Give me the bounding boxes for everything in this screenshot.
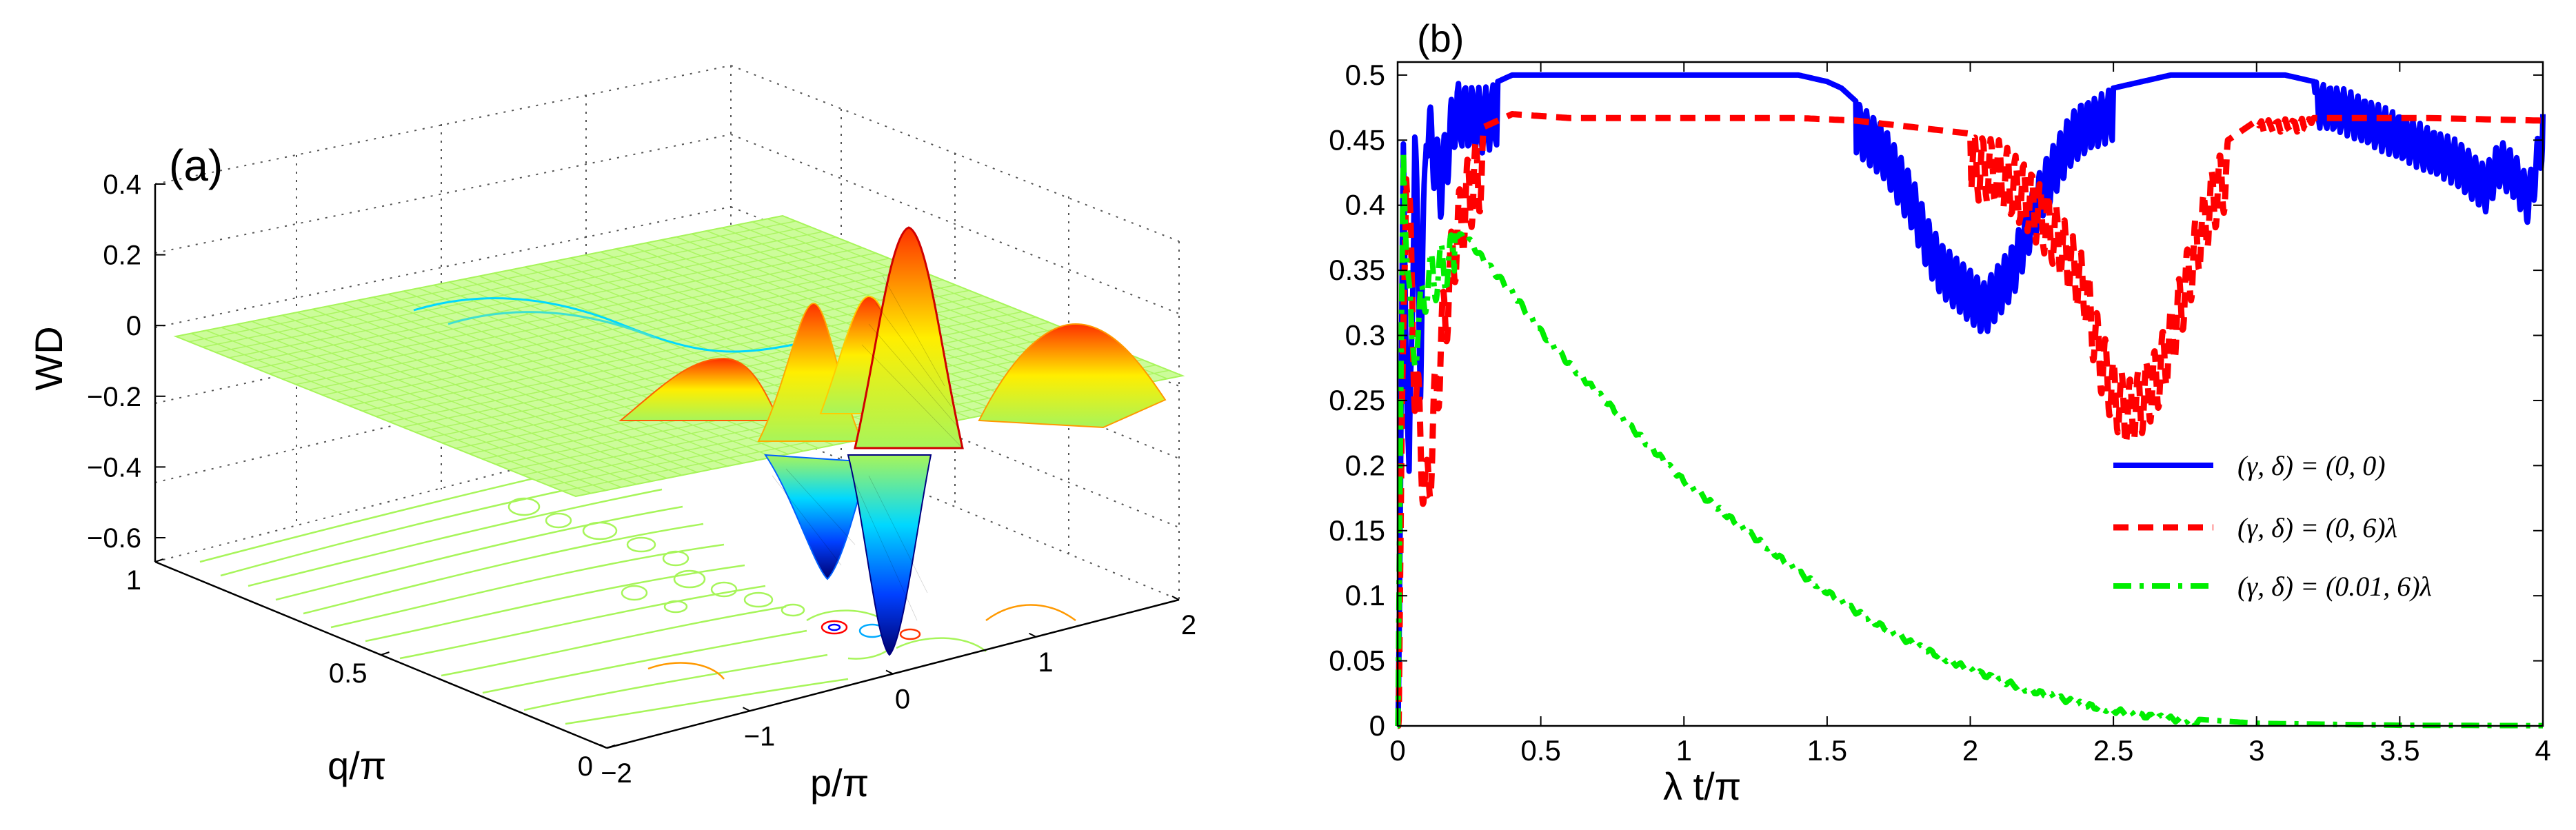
panel-b-x-tick-label: 0 bbox=[1389, 734, 1405, 767]
panel-a-q-tick-label: 0.5 bbox=[329, 658, 368, 689]
panel-b-legend-label-1: (γ, δ) = (0, 0) bbox=[2237, 450, 2386, 481]
panel-b-x-tick-label: 4 bbox=[2535, 734, 2550, 767]
panel-a-q-tick-label: 1 bbox=[126, 565, 141, 596]
panel-b-x-tick-label: 0.5 bbox=[1520, 734, 1560, 767]
panel-a-z-tick-label: −0.6 bbox=[87, 523, 141, 554]
panel-a-p-axis-label: p/π bbox=[810, 761, 869, 804]
panel-b-y-tick-label: 0 bbox=[1369, 709, 1385, 742]
panel-b-y-tick-label: 0.25 bbox=[1329, 384, 1385, 416]
panel-a-p-axis: −2 −1 0 1 2 bbox=[599, 596, 1196, 789]
panel-a-label: (a) bbox=[169, 141, 223, 190]
panel-b-series-line-3 bbox=[1395, 148, 2543, 729]
panel-b-label: (b) bbox=[1417, 17, 1464, 60]
panel-a-p-tick-label: −2 bbox=[601, 758, 632, 789]
panel-b-y-tick-label: 0.2 bbox=[1345, 449, 1385, 481]
panel-a-z-tick-label: −0.4 bbox=[87, 452, 141, 483]
panel-a-p-tick bbox=[1029, 632, 1036, 638]
panel-a-p-tick bbox=[743, 707, 750, 712]
panel-a-p-tick-label: 2 bbox=[1181, 610, 1196, 640]
panel-b-x-tick-label: 3 bbox=[2248, 734, 2264, 767]
panel-b-series-line-2 bbox=[1395, 111, 2544, 729]
panel-a-z-tick-label: 0.2 bbox=[103, 241, 141, 271]
panel-a-p-tick bbox=[1171, 596, 1180, 600]
panel-a-q-tick bbox=[381, 651, 390, 656]
panel-b-line-chart: 0 0.5 1 1.5 2 2.5 3 3.5 4 0 0.05 0.1 0.15 0.2 0.25 0.3 0… bbox=[1329, 17, 2550, 808]
panel-a-p-tick-label: 0 bbox=[895, 685, 910, 715]
panel-b-y-tick-label: 0.15 bbox=[1329, 514, 1385, 547]
panel-a-p-tick-label: −1 bbox=[744, 721, 776, 751]
panel-b-x-tick-label: 2.5 bbox=[2093, 734, 2133, 767]
panel-a-p-tick bbox=[599, 744, 607, 749]
panel-b-x-tick-label: 2 bbox=[1962, 734, 1978, 767]
panel-b-y-tick-label: 0.45 bbox=[1329, 123, 1385, 156]
panel-a-q-tick bbox=[154, 558, 164, 563]
panel-b-y-tick-label: 0.05 bbox=[1329, 645, 1385, 677]
panel-a-z-tick-label: 0 bbox=[126, 311, 141, 341]
panel-b-x-tick-label: 1.5 bbox=[1807, 734, 1847, 767]
panel-b-y-tick-label: 0.5 bbox=[1345, 59, 1385, 91]
panel-a-z-axis: 0.4 0.2 0 −0.2 −0.4 −0.6 bbox=[87, 170, 165, 562]
panel-a-q-axis-label: q/π bbox=[328, 744, 386, 787]
panel-a-q-tick-label: 0 bbox=[578, 751, 593, 782]
panel-b-legend-label-2: (γ, δ) = (0, 6)λ bbox=[2237, 512, 2397, 543]
panel-b-y-tick-label: 0.3 bbox=[1345, 319, 1385, 352]
panel-a-q-axis: 00.51 bbox=[126, 558, 616, 782]
panel-b-y-tick-label: 0.4 bbox=[1345, 189, 1385, 221]
panel-a-z-tick-label: 0.4 bbox=[103, 170, 141, 200]
panel-a-p-tick bbox=[885, 669, 894, 675]
panel-a-p-tick-label: 1 bbox=[1038, 647, 1053, 678]
panel-b-x-axis-label: λ t/π bbox=[1663, 765, 1741, 808]
panel-b-x-tick-label: 1 bbox=[1676, 734, 1692, 767]
panel-a-contour-projection bbox=[199, 457, 1076, 725]
panel-b-y-tick-label: 0.35 bbox=[1329, 254, 1385, 286]
panel-a-z-axis-label: WD bbox=[27, 326, 70, 390]
panel-a-z-tick-label: −0.2 bbox=[87, 382, 141, 412]
panel-b-y-tick-label: 0.1 bbox=[1345, 579, 1385, 611]
panel-b-x-tick-label: 3.5 bbox=[2379, 734, 2419, 767]
panel-b-legend-label-3: (γ, δ) = (0.01, 6)λ bbox=[2237, 571, 2432, 602]
panel-a-surface bbox=[173, 214, 1185, 656]
